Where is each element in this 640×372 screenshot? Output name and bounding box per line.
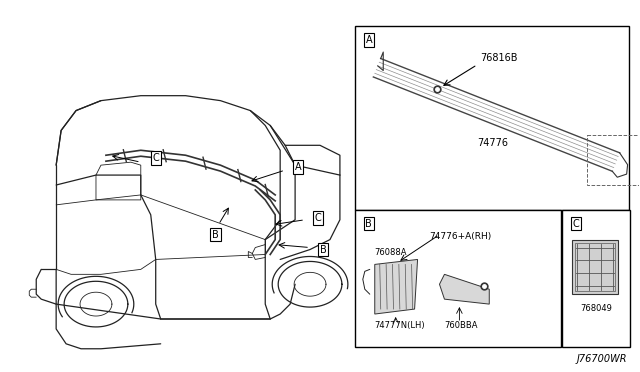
Bar [562,210,630,347]
Text: C: C [152,153,159,163]
Text: B: B [365,219,372,229]
Bar [355,26,628,210]
Text: 74776+A(RH): 74776+A(RH) [429,232,492,241]
Text: B: B [319,244,326,254]
Text: 76088A: 76088A [375,248,407,257]
Text: 760BBA: 760BBA [444,321,478,330]
Bar [355,210,561,347]
Bar [572,240,618,294]
Text: 768049: 768049 [580,304,612,313]
Polygon shape [440,274,489,304]
Text: 74776: 74776 [477,138,508,148]
Text: C: C [573,219,579,229]
Text: J76700WR: J76700WR [576,354,627,364]
Text: A: A [295,162,301,172]
Text: B: B [212,230,219,240]
Bar [587,135,640,185]
Text: 74777N(LH): 74777N(LH) [375,321,426,330]
Bar [575,243,614,291]
Polygon shape [375,259,417,314]
Text: A: A [365,35,372,45]
Text: 76816B: 76816B [480,53,518,62]
Text: C: C [315,213,321,223]
